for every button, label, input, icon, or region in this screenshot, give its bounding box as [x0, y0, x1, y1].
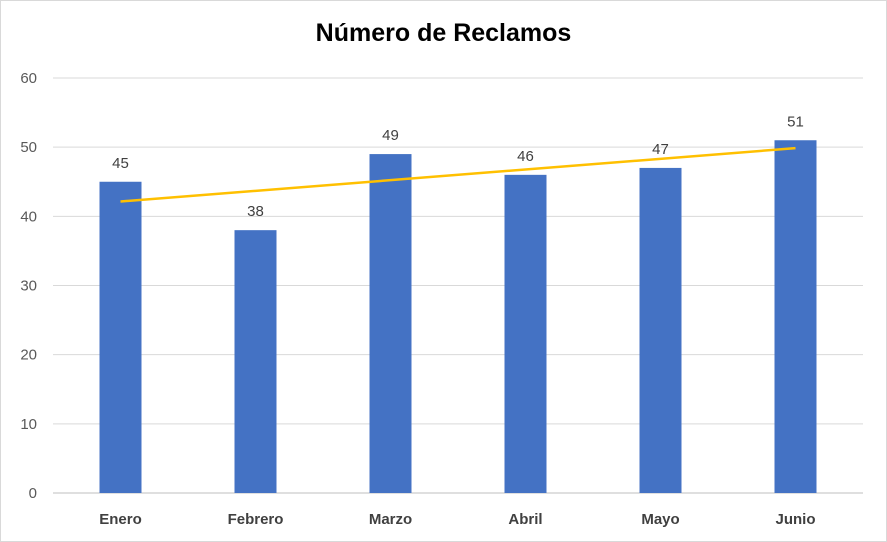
- bar-junio: [774, 140, 817, 493]
- data-label: 46: [517, 148, 534, 165]
- data-label: 47: [652, 141, 669, 158]
- trendline: [120, 146, 796, 203]
- data-label: 51: [787, 113, 804, 130]
- gridlines: [53, 77, 863, 494]
- data-label: 49: [382, 127, 399, 144]
- chart-title: Número de Reclamos: [315, 19, 572, 47]
- bar-abril: [504, 174, 547, 494]
- y-tick-label: 30: [20, 278, 37, 295]
- x-tick-label: Mayo: [641, 511, 679, 528]
- y-tick-label: 20: [20, 347, 37, 364]
- bar-marzo: [369, 154, 412, 494]
- x-tick-label: Junio: [776, 511, 816, 528]
- labels: 0 10 20 30 40 50 60 45 Enero 38 Febrero 49 Marzo 46 Ab…: [20, 70, 815, 528]
- data-label: 38: [247, 203, 264, 220]
- bar-febrero: [234, 230, 277, 493]
- y-tick-label: 60: [20, 70, 37, 87]
- x-tick-label: Marzo: [369, 511, 412, 528]
- y-tick-label: 40: [20, 208, 37, 225]
- bar-enero: [99, 181, 142, 493]
- y-tick-label: 0: [29, 485, 37, 502]
- y-tick-label: 10: [20, 416, 37, 433]
- data-label: 45: [112, 155, 129, 172]
- bars: [99, 140, 817, 494]
- y-tick-label: 50: [20, 139, 37, 156]
- x-tick-label: Abril: [508, 511, 542, 528]
- x-tick-label: Enero: [99, 511, 142, 528]
- trendline-layer: [120, 146, 796, 203]
- x-tick-label: Febrero: [228, 511, 284, 528]
- bar-mayo: [639, 167, 682, 493]
